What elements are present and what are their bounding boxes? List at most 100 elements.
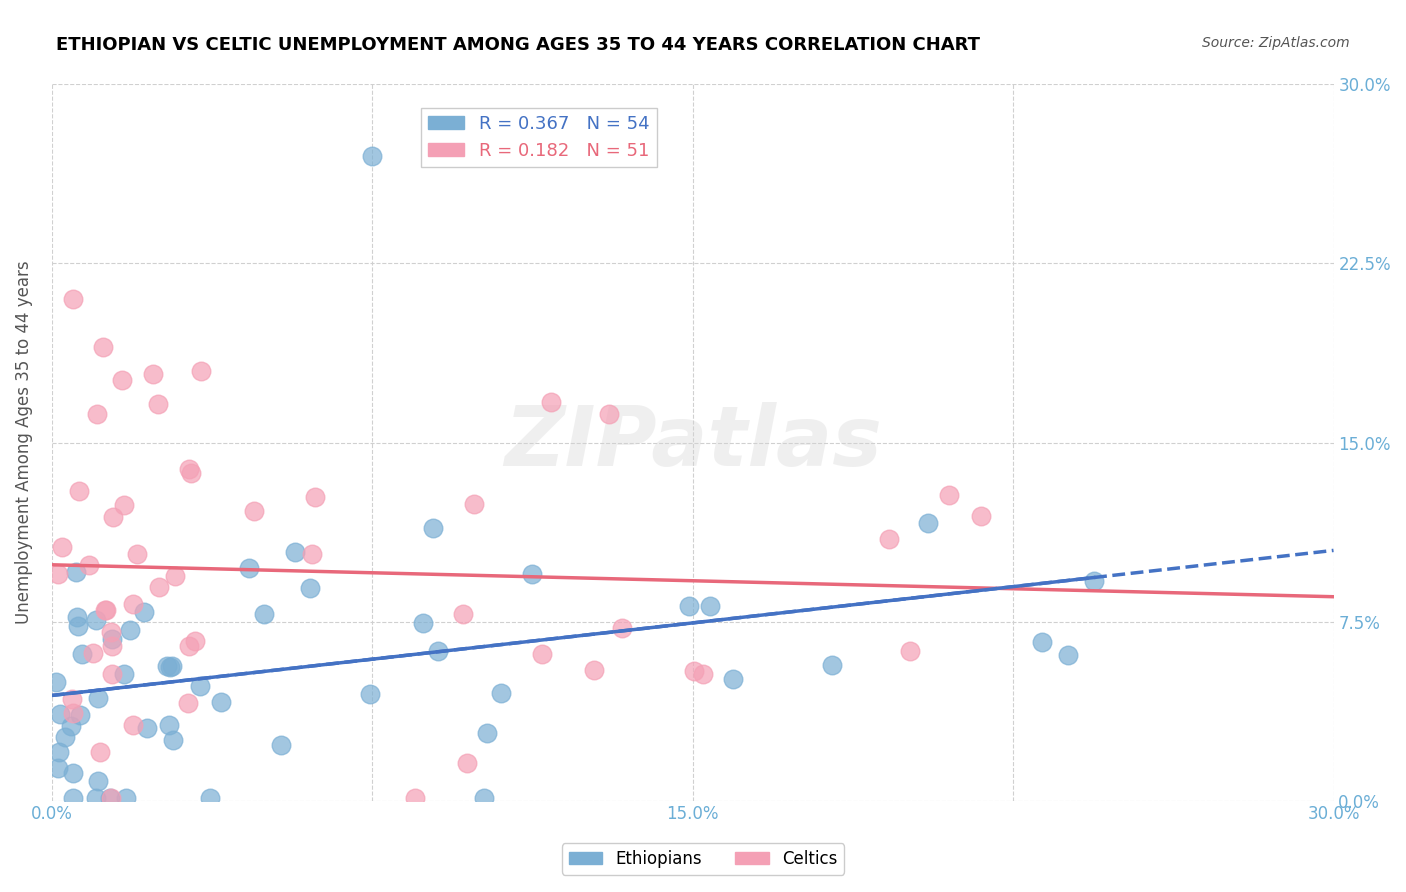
Point [94, 603, 117, 617]
Point [190, 364, 212, 378]
Point [692, 666, 714, 681]
Point [111, 373, 134, 387]
Point [412, 615, 434, 630]
Point [238, 561, 260, 575]
Text: ZIPatlas: ZIPatlas [503, 402, 882, 483]
Point [115, 791, 138, 805]
Point [176, 696, 198, 710]
Point [51, 540, 73, 554]
Point [179, 462, 201, 476]
Point [103, 510, 125, 524]
Text: ETHIOPIAN VS CELTIC UNEMPLOYMENT AMONG AGES 35 TO 44 YEARS CORRELATION CHART: ETHIOPIAN VS CELTIC UNEMPLOYMENT AMONG A… [56, 36, 980, 54]
Point [472, 791, 495, 805]
Point [156, 659, 179, 673]
Point [270, 738, 292, 752]
Point [136, 721, 159, 735]
Point [184, 633, 207, 648]
Point [84, 613, 107, 627]
Point [69, 707, 91, 722]
Point [49, 706, 72, 721]
Point [87, 691, 110, 706]
Point [209, 695, 232, 709]
Point [252, 607, 274, 621]
Point [820, 658, 842, 673]
Point [98, 791, 121, 805]
Point [48, 745, 70, 759]
Legend: R = 0.367   N = 54, R = 0.182   N = 51: R = 0.367 N = 54, R = 0.182 N = 51 [420, 108, 657, 168]
Point [121, 598, 143, 612]
Point [304, 491, 326, 505]
Point [82, 646, 104, 660]
Point [148, 397, 170, 411]
Point [699, 599, 721, 613]
Point [489, 686, 512, 700]
Point [877, 532, 900, 546]
Point [243, 504, 266, 518]
Point [72, 647, 94, 661]
Point [298, 581, 321, 595]
Point [520, 567, 543, 582]
Y-axis label: Unemployment Among Ages 35 to 44 years: Unemployment Among Ages 35 to 44 years [15, 260, 32, 624]
Point [162, 733, 184, 747]
Point [62, 766, 84, 780]
Point [359, 687, 381, 701]
Point [404, 791, 426, 805]
Point [60, 719, 83, 733]
Point [142, 367, 165, 381]
Point [94, 603, 117, 617]
Point [969, 509, 991, 524]
Point [46, 761, 69, 775]
Point [67, 483, 90, 498]
Point [612, 621, 634, 635]
Point [89, 745, 111, 759]
Point [165, 568, 187, 582]
Point [100, 791, 122, 805]
Point [101, 632, 124, 646]
Point [1031, 635, 1053, 649]
Point [62, 706, 84, 720]
Point [451, 607, 474, 621]
Point [101, 639, 124, 653]
Point [66, 619, 89, 633]
Point [361, 149, 384, 163]
Point [301, 547, 323, 561]
Point [101, 667, 124, 681]
Point [456, 756, 478, 770]
Point [45, 675, 67, 690]
Point [62, 791, 84, 805]
Point [598, 407, 620, 421]
Point [422, 521, 444, 535]
Point [134, 605, 156, 619]
Point [118, 624, 141, 638]
Point [86, 408, 108, 422]
Point [198, 791, 221, 805]
Point [91, 340, 114, 354]
Text: Source: ZipAtlas.com: Source: ZipAtlas.com [1202, 36, 1350, 50]
Point [159, 660, 181, 674]
Point [475, 725, 498, 739]
Point [65, 566, 87, 580]
Point [157, 717, 180, 731]
Point [87, 773, 110, 788]
Point [121, 718, 143, 732]
Point [180, 466, 202, 480]
Point [53, 730, 76, 744]
Point [100, 625, 122, 640]
Point [917, 516, 939, 531]
Point [148, 580, 170, 594]
Point [678, 599, 700, 613]
Point [530, 647, 553, 661]
Point [540, 395, 562, 409]
Point [284, 545, 307, 559]
Legend: Ethiopians, Celtics: Ethiopians, Celtics [562, 844, 844, 875]
Point [188, 679, 211, 693]
Point [114, 498, 136, 512]
Point [583, 663, 606, 677]
Point [1057, 648, 1080, 663]
Point [127, 547, 149, 561]
Point [1083, 574, 1105, 589]
Point [112, 666, 135, 681]
Point [898, 643, 921, 657]
Point [66, 610, 89, 624]
Point [60, 692, 83, 706]
